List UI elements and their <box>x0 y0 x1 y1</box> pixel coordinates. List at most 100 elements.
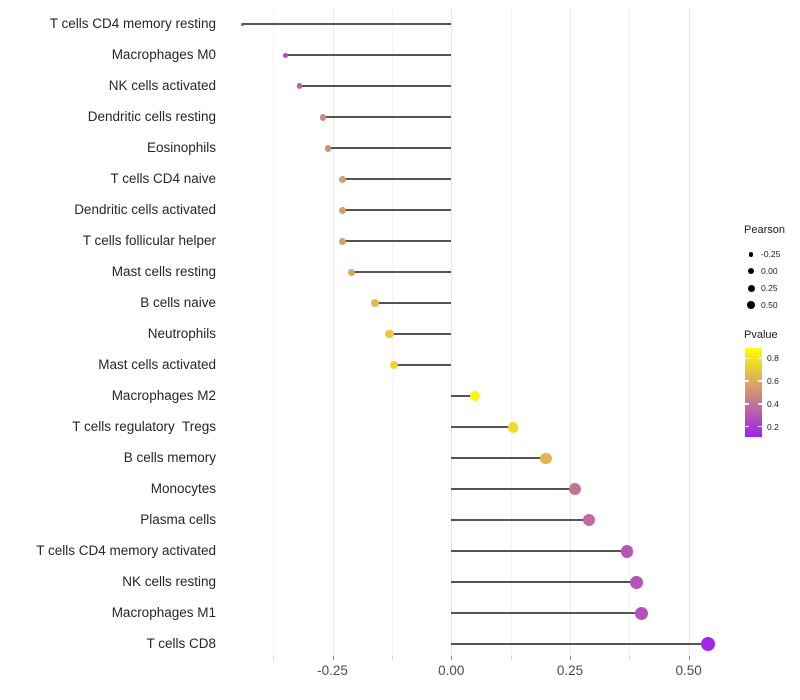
category-label: Dendritic cells activated <box>74 202 216 218</box>
lollipop-stem <box>242 23 452 26</box>
lollipop-dot <box>296 83 303 90</box>
lollipop-stem <box>451 643 708 646</box>
category-label: NK cells resting <box>122 574 216 590</box>
lollipop-stem <box>451 426 513 429</box>
colorbar-tick <box>758 357 762 360</box>
x-tick <box>569 656 571 660</box>
legend-size-label: 0.25 <box>761 283 778 294</box>
x-tick-label: 0.25 <box>556 663 584 678</box>
lollipop-stem <box>451 581 637 584</box>
x-minor-tick <box>629 656 631 660</box>
lollipop-stem <box>342 240 452 243</box>
category-label: Mast cells activated <box>98 357 216 373</box>
legend-size-dot <box>748 251 754 257</box>
lollipop-dot <box>324 145 332 152</box>
lollipop-dot <box>347 268 356 276</box>
lollipop-stem <box>342 178 452 181</box>
lollipop-dot <box>540 452 552 464</box>
x-grid-minor <box>510 8 512 656</box>
lollipop-stem <box>451 550 627 553</box>
colorbar-tick-label: 0.6 <box>767 376 779 387</box>
category-label: Neutrophils <box>147 326 216 342</box>
lollipop-stem <box>342 209 452 212</box>
x-tick <box>688 656 690 660</box>
colorbar-tick <box>745 403 749 405</box>
category-label: Plasma cells <box>140 512 216 528</box>
legend-size-label: -0.25 <box>761 249 781 260</box>
category-label: T cells CD8 <box>146 636 216 652</box>
x-grid-major <box>569 8 571 656</box>
lollipop-stem <box>451 612 642 615</box>
category-label: B cells naive <box>140 295 216 311</box>
colorbar-tick <box>745 357 749 360</box>
x-tick-label: 0.50 <box>675 663 702 678</box>
lollipop-stem <box>285 54 452 57</box>
x-tick-label: -0.25 <box>317 663 348 678</box>
colorbar-tick-label: 0.8 <box>767 353 779 364</box>
lollipop-stem <box>351 271 452 274</box>
legend-size-label: 0.00 <box>761 266 778 277</box>
category-label: NK cells activated <box>108 78 216 94</box>
lollipop-dot <box>507 421 519 433</box>
colorbar-tick <box>758 380 762 382</box>
legend-pearson-title: Pearson <box>744 224 785 236</box>
lollipop-stem <box>394 364 452 367</box>
lollipop-stem <box>451 457 547 460</box>
lollipop-dot <box>240 22 244 26</box>
lollipop-dot <box>338 206 346 214</box>
lollipop-dot <box>282 52 288 58</box>
lollipop-stem <box>451 395 475 398</box>
lollipop-dot <box>338 175 346 183</box>
colorbar-tick <box>758 425 762 428</box>
lollipop-stem <box>389 333 452 336</box>
legend-size-dot <box>747 268 755 275</box>
lollipop-stem <box>323 116 452 119</box>
category-label: Eosinophils <box>146 140 216 156</box>
lollipop-dot <box>390 361 399 370</box>
lollipop-dot <box>568 483 581 496</box>
x-grid-minor <box>273 8 275 656</box>
category-label: Macrophages M1 <box>111 605 216 621</box>
lollipop-dot <box>319 114 327 121</box>
lollipop-dot <box>469 391 481 402</box>
lollipop-dot <box>620 544 634 558</box>
category-label: Macrophages M0 <box>111 47 216 63</box>
category-label: Mast cells resting <box>111 264 216 280</box>
x-tick <box>332 656 334 660</box>
lollipop-dot <box>371 299 380 308</box>
category-label: T cells CD4 memory resting <box>49 16 216 32</box>
category-label: B cells memory <box>123 450 216 466</box>
legend-size-dot <box>747 284 755 292</box>
x-grid-major <box>688 8 690 656</box>
colorbar-tick-label: 0.2 <box>767 421 779 432</box>
category-label: T cells CD4 naive <box>110 171 216 187</box>
category-label: Monocytes <box>150 481 216 497</box>
legend-size-dot <box>747 301 755 310</box>
x-minor-tick <box>510 656 512 660</box>
lollipop-dot <box>700 637 715 652</box>
lollipop-stem <box>451 488 575 491</box>
x-minor-tick <box>273 656 275 660</box>
category-label: Dendritic cells resting <box>87 109 216 125</box>
lollipop-stem <box>375 302 452 305</box>
lollipop-dot <box>338 237 346 245</box>
lollipop-stem <box>299 85 452 88</box>
colorbar-tick <box>758 403 762 405</box>
category-label: Macrophages M2 <box>111 388 216 404</box>
colorbar-tick-label: 0.4 <box>767 398 779 409</box>
lollipop-stem <box>451 519 589 522</box>
lollipop-stem <box>327 147 452 150</box>
category-label: T cells regulatory Tregs <box>72 419 216 435</box>
lollipop-dot <box>629 575 643 589</box>
legend-size-label: 0.50 <box>761 300 778 311</box>
category-label: T cells CD4 memory activated <box>36 543 216 559</box>
x-grid-major <box>451 8 453 656</box>
legend-pvalue-title: Pvalue <box>744 329 778 341</box>
colorbar-tick <box>745 380 749 382</box>
lollipop-dot <box>634 606 648 620</box>
x-minor-tick <box>391 656 393 660</box>
lollipop-dot <box>582 514 596 527</box>
lollipop-dot <box>385 330 394 339</box>
colorbar-tick <box>745 425 749 428</box>
